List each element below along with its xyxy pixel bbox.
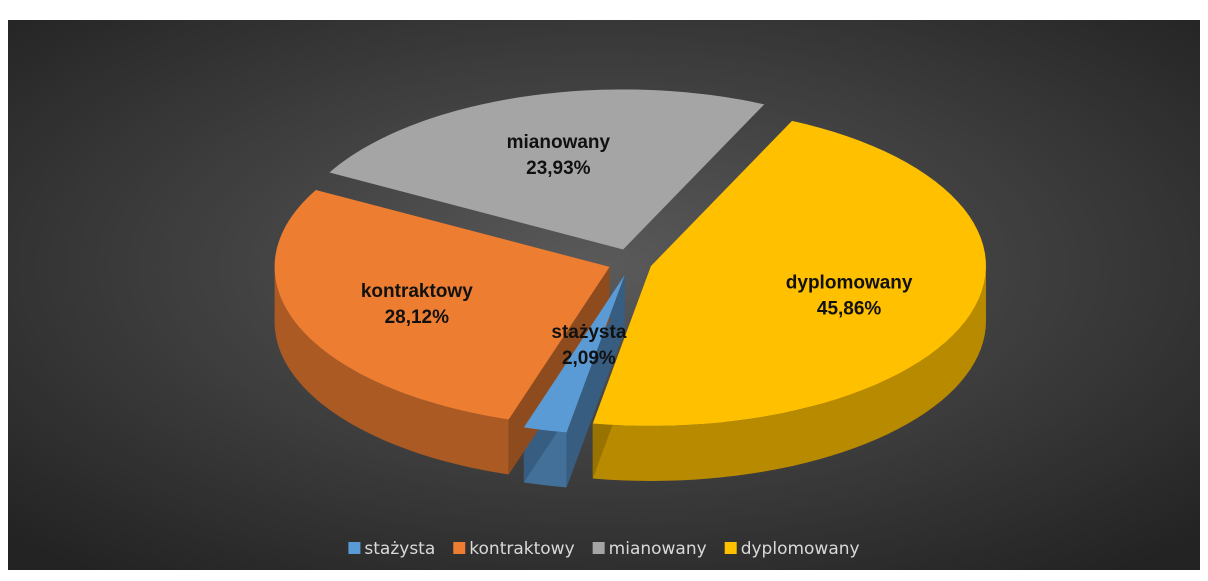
slice xyxy=(329,89,765,250)
slice xyxy=(592,120,986,426)
legend-label: mianowany xyxy=(609,539,707,559)
legend-swatch xyxy=(724,542,737,554)
legend-label: dyplomowany xyxy=(741,539,860,559)
data-label-value: 45,86% xyxy=(817,299,882,320)
legend-label: kontraktowy xyxy=(469,539,574,559)
data-label-value: 28,12% xyxy=(385,307,450,328)
data-label-category: kontraktowy xyxy=(361,281,473,302)
data-label-category: dyplomowany xyxy=(786,273,913,294)
data-label-value: 2,09% xyxy=(562,348,616,369)
slice xyxy=(274,189,610,420)
legend-label: stażysta xyxy=(364,539,435,559)
legend-swatch xyxy=(592,542,605,554)
slice-side xyxy=(274,266,509,475)
slice xyxy=(523,274,625,433)
data-label-value: 23,93% xyxy=(526,158,591,179)
legend-swatch xyxy=(453,542,466,554)
slice-side xyxy=(592,265,986,481)
data-label-category: mianowany xyxy=(507,132,611,153)
data-label-category: stażysta xyxy=(551,322,626,343)
legend-swatch xyxy=(348,542,361,554)
